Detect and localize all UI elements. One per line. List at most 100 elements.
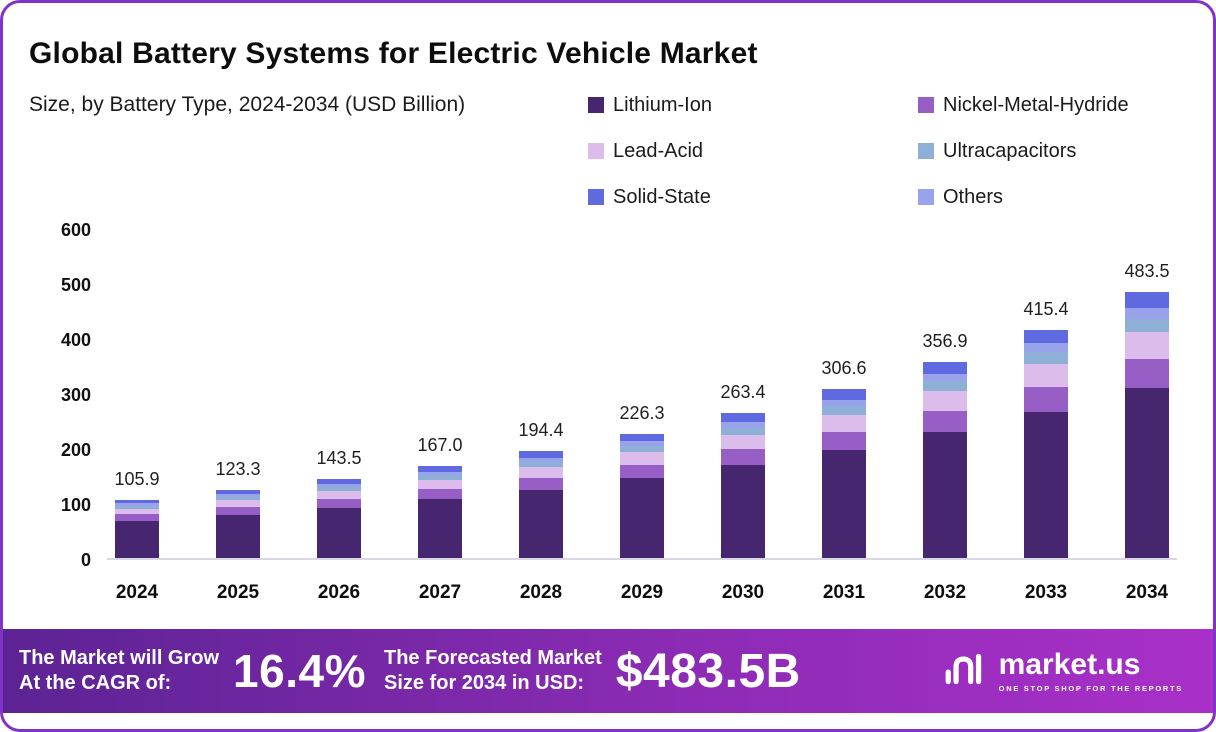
legend-label: Solid-State	[613, 185, 711, 208]
bar-value-label: 105.9	[114, 468, 160, 489]
bar-stack	[216, 490, 260, 558]
bar-segment-others	[822, 399, 866, 407]
bar-stack	[923, 361, 967, 558]
bar-segment-ultracapacitors	[721, 427, 765, 435]
footer-content: The Market will Grow At the CAGR of: 16.…	[3, 629, 1213, 713]
bar-stack	[721, 413, 765, 558]
bar-segment-others	[1125, 308, 1169, 319]
x-axis-label: 2025	[216, 582, 260, 603]
bar-segment-nickel-metal-hydride	[1024, 386, 1068, 412]
bar-segment-lithium-ion	[317, 507, 361, 558]
bar-segment-others	[418, 471, 462, 476]
legend-label: Nickel-Metal-Hydride	[943, 93, 1129, 116]
forecast-label-line2: Size for 2034 in USD:	[383, 672, 585, 694]
bar-stack	[1125, 292, 1169, 558]
bar-2030: 263.4	[720, 230, 766, 558]
bar-segment-lead-acid	[1024, 363, 1068, 387]
bar-segment-ultracapacitors	[620, 446, 664, 453]
bar-value-label: 123.3	[215, 459, 261, 480]
bar-segment-others	[620, 441, 664, 447]
bar-segment-others	[923, 373, 967, 382]
bar-segment-lithium-ion	[822, 450, 866, 558]
legend-swatch	[588, 189, 604, 205]
legend-label: Others	[943, 185, 1004, 208]
bar-segment-lithium-ion	[418, 499, 462, 558]
bar-value-label: 356.9	[922, 330, 968, 351]
cagr-label-line2: At the CAGR of:	[19, 672, 172, 694]
bar-segment-nickel-metal-hydride	[317, 498, 361, 508]
bar-segment-solid-state	[115, 499, 159, 504]
bar-segment-others	[115, 503, 159, 506]
bar-segment-others	[519, 457, 563, 462]
legend-swatch	[918, 189, 934, 205]
y-tick-label: 400	[60, 330, 91, 350]
cagr-label-line1: The Market will Grow	[19, 647, 220, 669]
bar-segment-solid-state	[1125, 292, 1169, 309]
bar-segment-lead-acid	[1125, 331, 1169, 359]
brand-name: market.us	[998, 647, 1141, 681]
bar-2024: 105.9	[114, 230, 160, 558]
bar-2025: 123.3	[215, 230, 261, 558]
bar-segment-ultracapacitors	[418, 475, 462, 480]
market-us-logo-icon	[943, 649, 989, 694]
bar-segment-nickel-metal-hydride	[115, 514, 159, 521]
legend-swatch	[918, 143, 934, 159]
bar-segment-lead-acid	[519, 467, 563, 478]
bar-segment-solid-state	[721, 413, 765, 422]
x-axis-labels: 2024 2025 2026 2027 2028 2029 2030 2031 2032 2033…	[107, 582, 1177, 604]
bar-2031: 306.6	[821, 230, 867, 558]
x-axis-label: 2034	[1125, 582, 1169, 603]
bar-segment-lithium-ion	[1024, 411, 1068, 558]
bar-segment-nickel-metal-hydride	[418, 489, 462, 500]
legend-label: Ultracapacitors	[943, 139, 1077, 162]
bar-segment-lead-acid	[115, 508, 159, 515]
y-tick-label: 300	[60, 385, 91, 405]
brand-block: market.us ONE STOP SHOP FOR THE REPORTS	[943, 649, 1183, 694]
bar-segment-others	[216, 494, 260, 497]
bar-stack	[519, 451, 563, 558]
bar-segment-lithium-ion	[620, 478, 664, 558]
legend-swatch	[918, 97, 934, 113]
x-axis-label: 2027	[418, 582, 462, 603]
legend-label: Lithium-Ion	[613, 93, 712, 116]
bar-segment-lead-acid	[317, 490, 361, 499]
legend-item-lithium-ion: Lithium-Ion	[588, 93, 918, 117]
x-axis-label: 2029	[620, 582, 664, 603]
x-axis-label: 2033	[1024, 582, 1068, 603]
legend-item-others: Others	[918, 185, 1187, 209]
bar-segment-lead-acid	[923, 391, 967, 411]
bar-segment-lead-acid	[620, 452, 664, 465]
bar-segment-nickel-metal-hydride	[1125, 358, 1169, 388]
bar-segment-lead-acid	[418, 479, 462, 490]
forecast-label: The Forecasted Market Size for 2034 in U…	[384, 646, 602, 696]
bar-segment-nickel-metal-hydride	[216, 507, 260, 515]
page-title: Global Battery Systems for Electric Vehi…	[29, 37, 758, 70]
x-axis-label: 2031	[822, 582, 866, 603]
bar-value-label: 263.4	[720, 382, 766, 403]
x-axis-label: 2026	[317, 582, 361, 603]
bar-segment-lithium-ion	[216, 514, 260, 558]
brand-text: market.us ONE STOP SHOP FOR THE REPORTS	[998, 647, 1183, 693]
bar-segment-solid-state	[418, 466, 462, 472]
bar-segment-solid-state	[317, 479, 361, 484]
footer-banner: The Market will Grow At the CAGR of: 16.…	[3, 629, 1213, 713]
bar-segment-lead-acid	[216, 500, 260, 508]
bar-segment-ultracapacitors	[115, 505, 159, 509]
bar-2027: 167.0	[417, 230, 463, 558]
bar-segment-ultracapacitors	[1024, 352, 1068, 364]
bar-value-label: 167.0	[417, 435, 463, 456]
bar-2033: 415.4	[1023, 230, 1069, 558]
bar-stack	[620, 433, 664, 558]
legend-swatch	[588, 97, 604, 113]
bar-2034: 483.5	[1124, 230, 1170, 558]
legend-item-lead-acid: Lead-Acid	[588, 139, 918, 163]
bar-2029: 226.3	[619, 230, 665, 558]
bar-segment-lead-acid	[822, 414, 866, 432]
cagr-label: The Market will Grow At the CAGR of:	[19, 646, 219, 696]
bar-value-label: 194.4	[518, 420, 564, 441]
bar-segment-nickel-metal-hydride	[721, 449, 765, 466]
legend: Lithium-Ion Nickel-Metal-Hydride Lead-Acid…	[588, 93, 1187, 209]
bar-stack	[822, 389, 866, 558]
chart-plot: 105.9 123.3 143.5 167.0 194.4 226.3 263.4 306.6…	[107, 230, 1177, 560]
bar-segment-lithium-ion	[721, 465, 765, 558]
